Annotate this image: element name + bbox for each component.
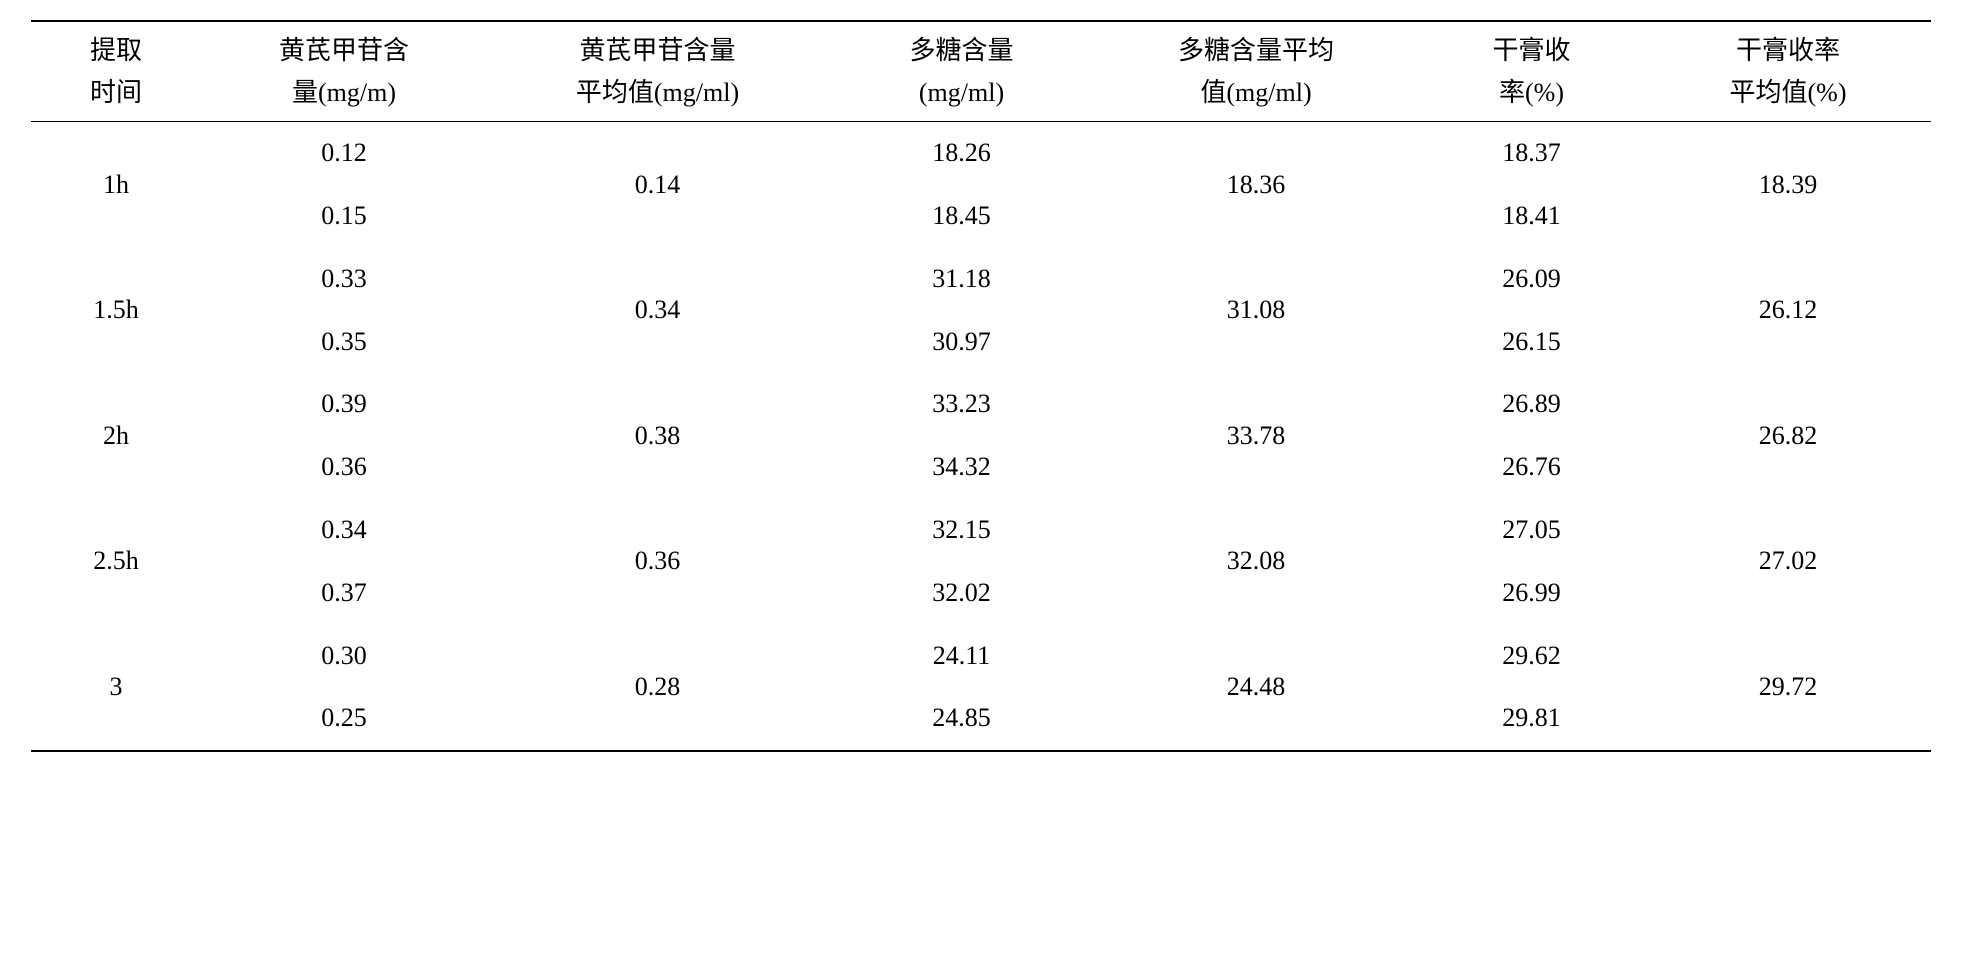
cell-avg1: 0.14 <box>487 122 829 248</box>
cell-val1: 0.36 <box>202 436 487 499</box>
cell-avg3: 29.72 <box>1646 625 1931 752</box>
cell-val1: 0.33 <box>202 248 487 311</box>
col-header-astragaloside-avg: 黄芪甲苷含量平均值(mg/ml) <box>487 21 829 122</box>
cell-avg3: 26.12 <box>1646 248 1931 374</box>
col-header-yield: 干膏收率(%) <box>1418 21 1646 122</box>
cell-val1: 0.34 <box>202 499 487 562</box>
cell-val2: 32.15 <box>829 499 1095 562</box>
cell-avg3: 26.82 <box>1646 373 1931 499</box>
cell-val3: 27.05 <box>1418 499 1646 562</box>
extraction-data-table: 提取时间 黄芪甲苷含量(mg/m) 黄芪甲苷含量平均值(mg/ml) 多糖含量(… <box>31 20 1931 752</box>
cell-val1: 0.30 <box>202 625 487 688</box>
cell-avg2: 32.08 <box>1095 499 1418 625</box>
cell-avg3: 18.39 <box>1646 122 1931 248</box>
table-header-row: 提取时间 黄芪甲苷含量(mg/m) 黄芪甲苷含量平均值(mg/ml) 多糖含量(… <box>31 21 1931 122</box>
cell-val3: 26.76 <box>1418 436 1646 499</box>
col-header-yield-avg: 干膏收率平均值(%) <box>1646 21 1931 122</box>
cell-val3: 26.09 <box>1418 248 1646 311</box>
table-row: 1.5h 0.33 0.34 31.18 31.08 26.09 26.12 <box>31 248 1931 311</box>
col-header-polysaccharide: 多糖含量(mg/ml) <box>829 21 1095 122</box>
col-header-polysaccharide-avg: 多糖含量平均值(mg/ml) <box>1095 21 1418 122</box>
cell-avg1: 0.36 <box>487 499 829 625</box>
cell-val3: 29.81 <box>1418 687 1646 751</box>
cell-avg2: 33.78 <box>1095 373 1418 499</box>
table-body: 1h 0.12 0.14 18.26 18.36 18.37 18.39 0.1… <box>31 122 1931 751</box>
cell-val3: 18.41 <box>1418 185 1646 248</box>
cell-avg2: 24.48 <box>1095 625 1418 752</box>
cell-val2: 32.02 <box>829 562 1095 625</box>
table-row: 1h 0.12 0.14 18.26 18.36 18.37 18.39 <box>31 122 1931 185</box>
cell-val1: 0.25 <box>202 687 487 751</box>
cell-val2: 18.26 <box>829 122 1095 185</box>
cell-avg1: 0.28 <box>487 625 829 752</box>
cell-val3: 26.99 <box>1418 562 1646 625</box>
cell-val1: 0.15 <box>202 185 487 248</box>
table-row: 3 0.30 0.28 24.11 24.48 29.62 29.72 <box>31 625 1931 688</box>
cell-val2: 33.23 <box>829 373 1095 436</box>
cell-val1: 0.39 <box>202 373 487 436</box>
cell-val3: 26.89 <box>1418 373 1646 436</box>
cell-time: 2.5h <box>31 499 202 625</box>
cell-val3: 29.62 <box>1418 625 1646 688</box>
cell-val3: 18.37 <box>1418 122 1646 185</box>
cell-val2: 24.11 <box>829 625 1095 688</box>
cell-time: 2h <box>31 373 202 499</box>
cell-time: 3 <box>31 625 202 752</box>
table-row: 2.5h 0.34 0.36 32.15 32.08 27.05 27.02 <box>31 499 1931 562</box>
cell-time: 1h <box>31 122 202 248</box>
cell-val2: 18.45 <box>829 185 1095 248</box>
cell-avg2: 18.36 <box>1095 122 1418 248</box>
cell-val3: 26.15 <box>1418 311 1646 374</box>
cell-val2: 31.18 <box>829 248 1095 311</box>
cell-val1: 0.12 <box>202 122 487 185</box>
col-header-astragaloside: 黄芪甲苷含量(mg/m) <box>202 21 487 122</box>
cell-time: 1.5h <box>31 248 202 374</box>
cell-avg2: 31.08 <box>1095 248 1418 374</box>
cell-val2: 34.32 <box>829 436 1095 499</box>
col-header-time: 提取时间 <box>31 21 202 122</box>
cell-avg1: 0.38 <box>487 373 829 499</box>
cell-val2: 24.85 <box>829 687 1095 751</box>
cell-avg1: 0.34 <box>487 248 829 374</box>
cell-val1: 0.35 <box>202 311 487 374</box>
cell-val2: 30.97 <box>829 311 1095 374</box>
cell-avg3: 27.02 <box>1646 499 1931 625</box>
cell-val1: 0.37 <box>202 562 487 625</box>
table-row: 2h 0.39 0.38 33.23 33.78 26.89 26.82 <box>31 373 1931 436</box>
